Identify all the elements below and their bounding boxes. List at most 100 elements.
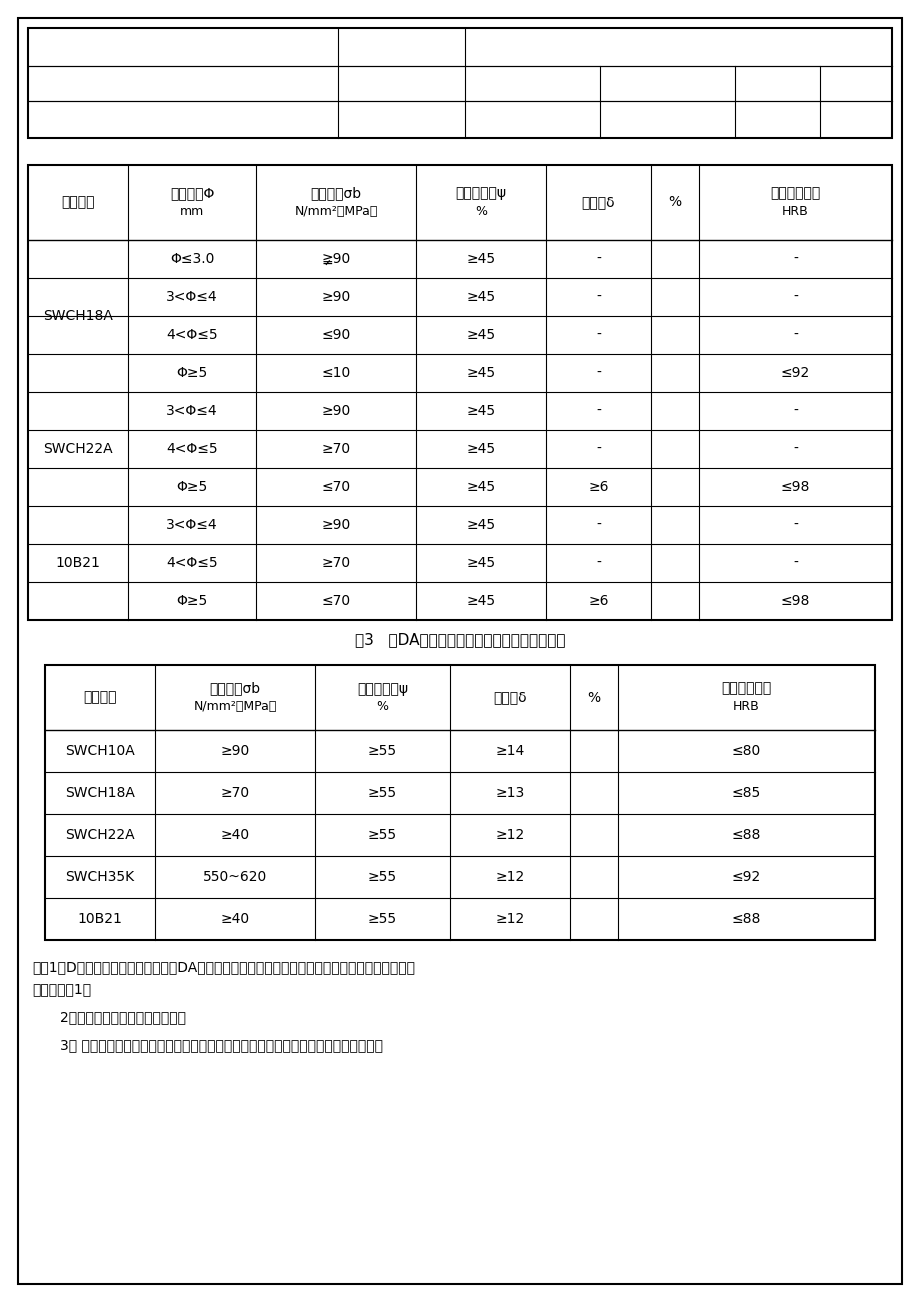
Text: ≤92: ≤92	[732, 870, 760, 884]
Text: 伸长率δ: 伸长率δ	[581, 195, 615, 210]
Text: 2、表中的伸长率和硬度为参考値: 2、表中的伸长率和硬度为参考値	[60, 1010, 186, 1023]
Text: -: -	[596, 518, 600, 533]
Text: 4<Φ≤5: 4<Φ≤5	[166, 328, 218, 342]
Text: ≥45: ≥45	[466, 366, 495, 380]
Text: ≥6: ≥6	[587, 480, 608, 493]
Text: %: %	[668, 195, 681, 210]
Text: ≩90: ≩90	[321, 253, 350, 266]
Text: ≥45: ≥45	[466, 290, 495, 303]
Text: %: %	[376, 700, 388, 713]
Text: SWCH35K: SWCH35K	[65, 870, 134, 884]
Text: 4<Φ≤5: 4<Φ≤5	[166, 556, 218, 570]
Text: -: -	[792, 556, 797, 570]
Text: -: -	[792, 441, 797, 456]
Text: ≥45: ≥45	[466, 480, 495, 493]
Text: -: -	[792, 253, 797, 266]
Text: ≥40: ≥40	[221, 828, 249, 842]
Text: SWCH18A: SWCH18A	[43, 309, 113, 323]
Text: ≤10: ≤10	[321, 366, 350, 380]
Text: %: %	[474, 204, 486, 217]
Text: ≤70: ≤70	[321, 480, 350, 493]
Text: ≥13: ≥13	[494, 786, 524, 799]
Text: ≥55: ≥55	[368, 911, 397, 926]
Text: ≥90: ≥90	[321, 404, 350, 418]
Text: -: -	[596, 556, 600, 570]
Text: ≥45: ≥45	[466, 253, 495, 266]
Text: ≥55: ≥55	[368, 786, 397, 799]
Text: SWCH22A: SWCH22A	[43, 441, 113, 456]
Text: N/mm²（MPa）: N/mm²（MPa）	[193, 700, 277, 713]
Text: 伸长率δ: 伸长率δ	[493, 690, 527, 704]
Text: ≤98: ≤98	[780, 480, 810, 493]
Text: 学成分见表1：: 学成分见表1：	[32, 982, 91, 996]
Text: Φ≥5: Φ≥5	[176, 480, 208, 493]
Text: Φ≥5: Φ≥5	[176, 366, 208, 380]
Text: ≥6: ≥6	[587, 594, 608, 608]
Text: -: -	[792, 404, 797, 418]
Text: ≥12: ≥12	[494, 870, 524, 884]
Text: ≤70: ≤70	[321, 594, 350, 608]
Text: -: -	[596, 404, 600, 418]
Text: ≥45: ≥45	[466, 328, 495, 342]
Text: %: %	[587, 690, 600, 704]
Text: 线材直径Φ: 线材直径Φ	[170, 186, 214, 201]
Text: ≥45: ≥45	[466, 441, 495, 456]
Text: HRB: HRB	[732, 700, 759, 713]
Text: ≤88: ≤88	[731, 828, 760, 842]
Text: 表3   经DA工序的碳素冷镶钐的牌号及力学性能: 表3 经DA工序的碳素冷镶钐的牌号及力学性能	[355, 633, 564, 647]
Text: ≤85: ≤85	[732, 786, 760, 799]
Text: ≥45: ≥45	[466, 404, 495, 418]
Text: 材料牌号: 材料牌号	[62, 195, 95, 210]
Text: -: -	[596, 328, 600, 342]
Text: 10B21: 10B21	[55, 556, 100, 570]
Text: ≥45: ≥45	[466, 518, 495, 533]
Bar	[45, 665, 874, 940]
Text: 硬度（参考）: 硬度（参考）	[769, 186, 820, 201]
Text: ≥70: ≥70	[321, 556, 350, 570]
Text: 3<Φ≤4: 3<Φ≤4	[166, 290, 218, 303]
Text: 材料牌号: 材料牌号	[83, 690, 117, 704]
Text: ≤80: ≤80	[732, 743, 760, 758]
Text: -: -	[596, 366, 600, 380]
Text: 4<Φ≤5: 4<Φ≤5	[166, 441, 218, 456]
Text: 硬度（参考）: 硬度（参考）	[720, 681, 771, 695]
Text: 断面收缩率ψ: 断面收缩率ψ	[357, 681, 407, 695]
Text: ≥45: ≥45	[466, 556, 495, 570]
Text: 10B21: 10B21	[77, 911, 122, 926]
Text: ≥45: ≥45	[466, 594, 495, 608]
Text: HRB: HRB	[781, 204, 808, 217]
Text: 550~620: 550~620	[203, 870, 267, 884]
Text: ≥40: ≥40	[221, 911, 249, 926]
Text: ≥55: ≥55	[368, 743, 397, 758]
Text: ≥12: ≥12	[494, 828, 524, 842]
Text: SWCH22A: SWCH22A	[65, 828, 135, 842]
Text: 3、 若成品需经热处理的钐线，其抗拉强度的下限经协议后允许低于本规范的规定値。: 3、 若成品需经热处理的钐线，其抗拉强度的下限经协议后允许低于本规范的规定値。	[60, 1038, 382, 1052]
Text: 抗拉强度σb: 抗拉强度σb	[310, 186, 361, 201]
Text: -: -	[596, 253, 600, 266]
Text: SWCH10A: SWCH10A	[65, 743, 135, 758]
Text: ≤90: ≤90	[321, 328, 350, 342]
Text: ≥90: ≥90	[321, 290, 350, 303]
Text: SWCH18A: SWCH18A	[65, 786, 135, 799]
Bar	[28, 165, 891, 620]
Text: Φ≤3.0: Φ≤3.0	[170, 253, 214, 266]
Text: 断面收缩率ψ: 断面收缩率ψ	[455, 186, 506, 201]
Bar	[28, 29, 891, 138]
Text: ≥90: ≥90	[321, 518, 350, 533]
Text: ≥70: ≥70	[321, 441, 350, 456]
Text: ≥12: ≥12	[494, 911, 524, 926]
Text: 3<Φ≤4: 3<Φ≤4	[166, 404, 218, 418]
Text: mm: mm	[180, 204, 204, 217]
Text: 抗拉强度σb: 抗拉强度σb	[210, 681, 260, 695]
Text: ≥55: ≥55	[368, 828, 397, 842]
Text: ≥14: ≥14	[494, 743, 524, 758]
Text: -: -	[596, 290, 600, 303]
Text: ≥55: ≥55	[368, 870, 397, 884]
Text: ≤88: ≤88	[731, 911, 760, 926]
Text: 3<Φ≤4: 3<Φ≤4	[166, 518, 218, 533]
Text: -: -	[792, 290, 797, 303]
Text: ≥90: ≥90	[221, 743, 249, 758]
Text: -: -	[792, 518, 797, 533]
Text: ≤92: ≤92	[780, 366, 810, 380]
Text: -: -	[596, 441, 600, 456]
